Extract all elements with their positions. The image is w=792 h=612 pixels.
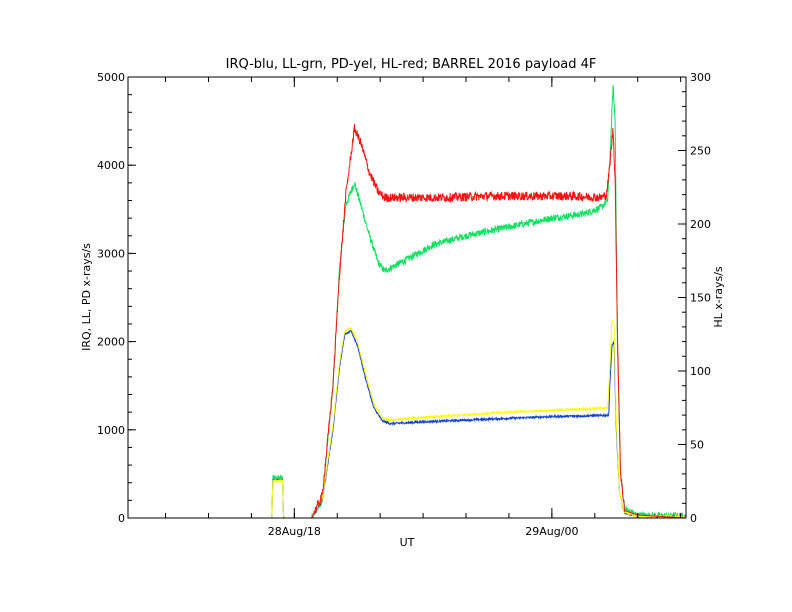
- series-line-ll: [271, 85, 686, 518]
- y-tick-label-left: 1000: [97, 424, 125, 437]
- plot-frame: [127, 76, 687, 519]
- series-line-hl: [271, 124, 686, 518]
- series-line-irq: [271, 329, 686, 518]
- x-tick-label: 28Aug/18: [268, 525, 321, 538]
- y-tick-label-right: 0: [690, 512, 697, 525]
- y-tick-label-right: 250: [690, 145, 711, 158]
- y-tick-label-right: 300: [690, 71, 711, 84]
- y-axis-label-left: IRQ, LL, PD x-rays/s: [80, 243, 93, 351]
- axes-layer: 0 1000 2000 3000 4000 5000 0 50 100 150 200 250 300 2…: [97, 71, 711, 538]
- series-line-pd: [271, 320, 686, 518]
- x-axis-label: UT: [400, 536, 415, 549]
- y-tick-label-right: 100: [690, 365, 711, 378]
- y-axis-label-right: HL x-rays/s: [712, 266, 725, 328]
- y-tick-label-left: 5000: [97, 71, 125, 84]
- y-tick-label-right: 50: [690, 439, 704, 452]
- y-tick-label-right: 200: [690, 218, 711, 231]
- y-tick-label-left: 2000: [97, 336, 125, 349]
- y-tick-label-right: 150: [690, 292, 711, 305]
- chart-title: IRQ-blu, LL-grn, PD-yel, HL-red; BARREL …: [226, 57, 597, 72]
- x-tick-label: 29Aug/00: [525, 525, 578, 538]
- y-tick-label-left: 4000: [97, 159, 125, 172]
- y-tick-label-left: 0: [118, 512, 125, 525]
- series-layer: [271, 85, 686, 518]
- y-tick-label-left: 3000: [97, 247, 125, 260]
